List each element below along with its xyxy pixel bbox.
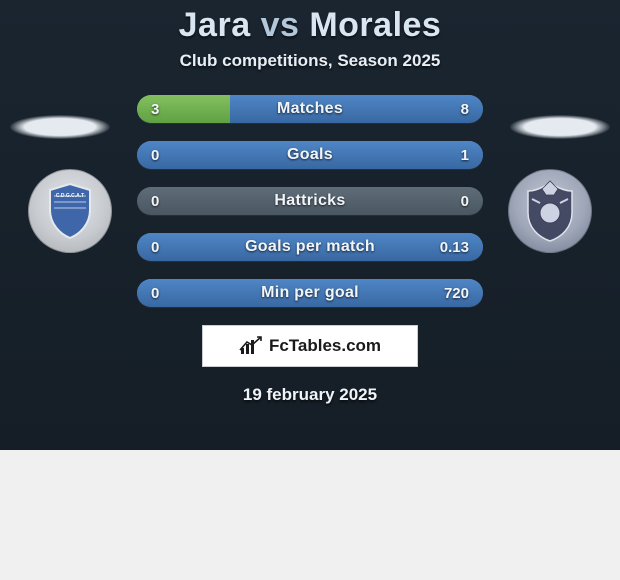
stat-row: Hattricks0 0 [137,187,483,215]
stats-bars: Matches38Goals01Hattricks00Goals per mat… [137,95,483,307]
comparison-card: Jara vs Morales Club competitions, Seaso… [0,0,620,450]
stat-row: Min per goal0720 [137,279,483,307]
stat-value-right: 720 [430,279,483,307]
content-area: C.D.G.C.A.T Matches38Goals01Hattricks00G… [0,95,620,405]
stat-label: Matches [137,95,483,123]
player1-name: Jara [179,6,251,44]
stat-value-left: 0 [137,187,173,215]
page-title: Jara vs Morales [0,6,620,45]
stat-value-left: 0 [137,141,173,169]
vs-label: vs [261,6,300,44]
stat-value-right: 0 [447,187,483,215]
stat-value-left: 0 [137,279,173,307]
shield-icon: C.D.G.C.A.T [46,182,94,240]
stat-value-left: 0 [137,233,173,261]
player2-name: Morales [309,6,441,44]
shadow-left [10,115,110,139]
stat-value-left: 3 [137,95,173,123]
stat-value-right: 0.13 [426,233,483,261]
stat-value-right: 1 [447,141,483,169]
stat-row: Goals0 1 [137,141,483,169]
team-badge-left: C.D.G.C.A.T [28,169,112,253]
chart-icon [239,336,263,356]
svg-text:C.D.G.C.A.T: C.D.G.C.A.T [56,193,84,199]
crest-icon [522,179,578,243]
stat-label: Hattricks [137,187,483,215]
stat-row: Goals per match00.13 [137,233,483,261]
brand-label: FcTables.com [269,336,381,356]
date-label: 19 february 2025 [0,385,620,405]
stat-row: Matches3 8 [137,95,483,123]
stat-value-right: 8 [447,95,483,123]
brand-box[interactable]: FcTables.com [202,325,418,367]
subtitle: Club competitions, Season 2025 [0,51,620,71]
shadow-right [510,115,610,139]
stat-label: Goals [137,141,483,169]
team-badge-right [508,169,592,253]
